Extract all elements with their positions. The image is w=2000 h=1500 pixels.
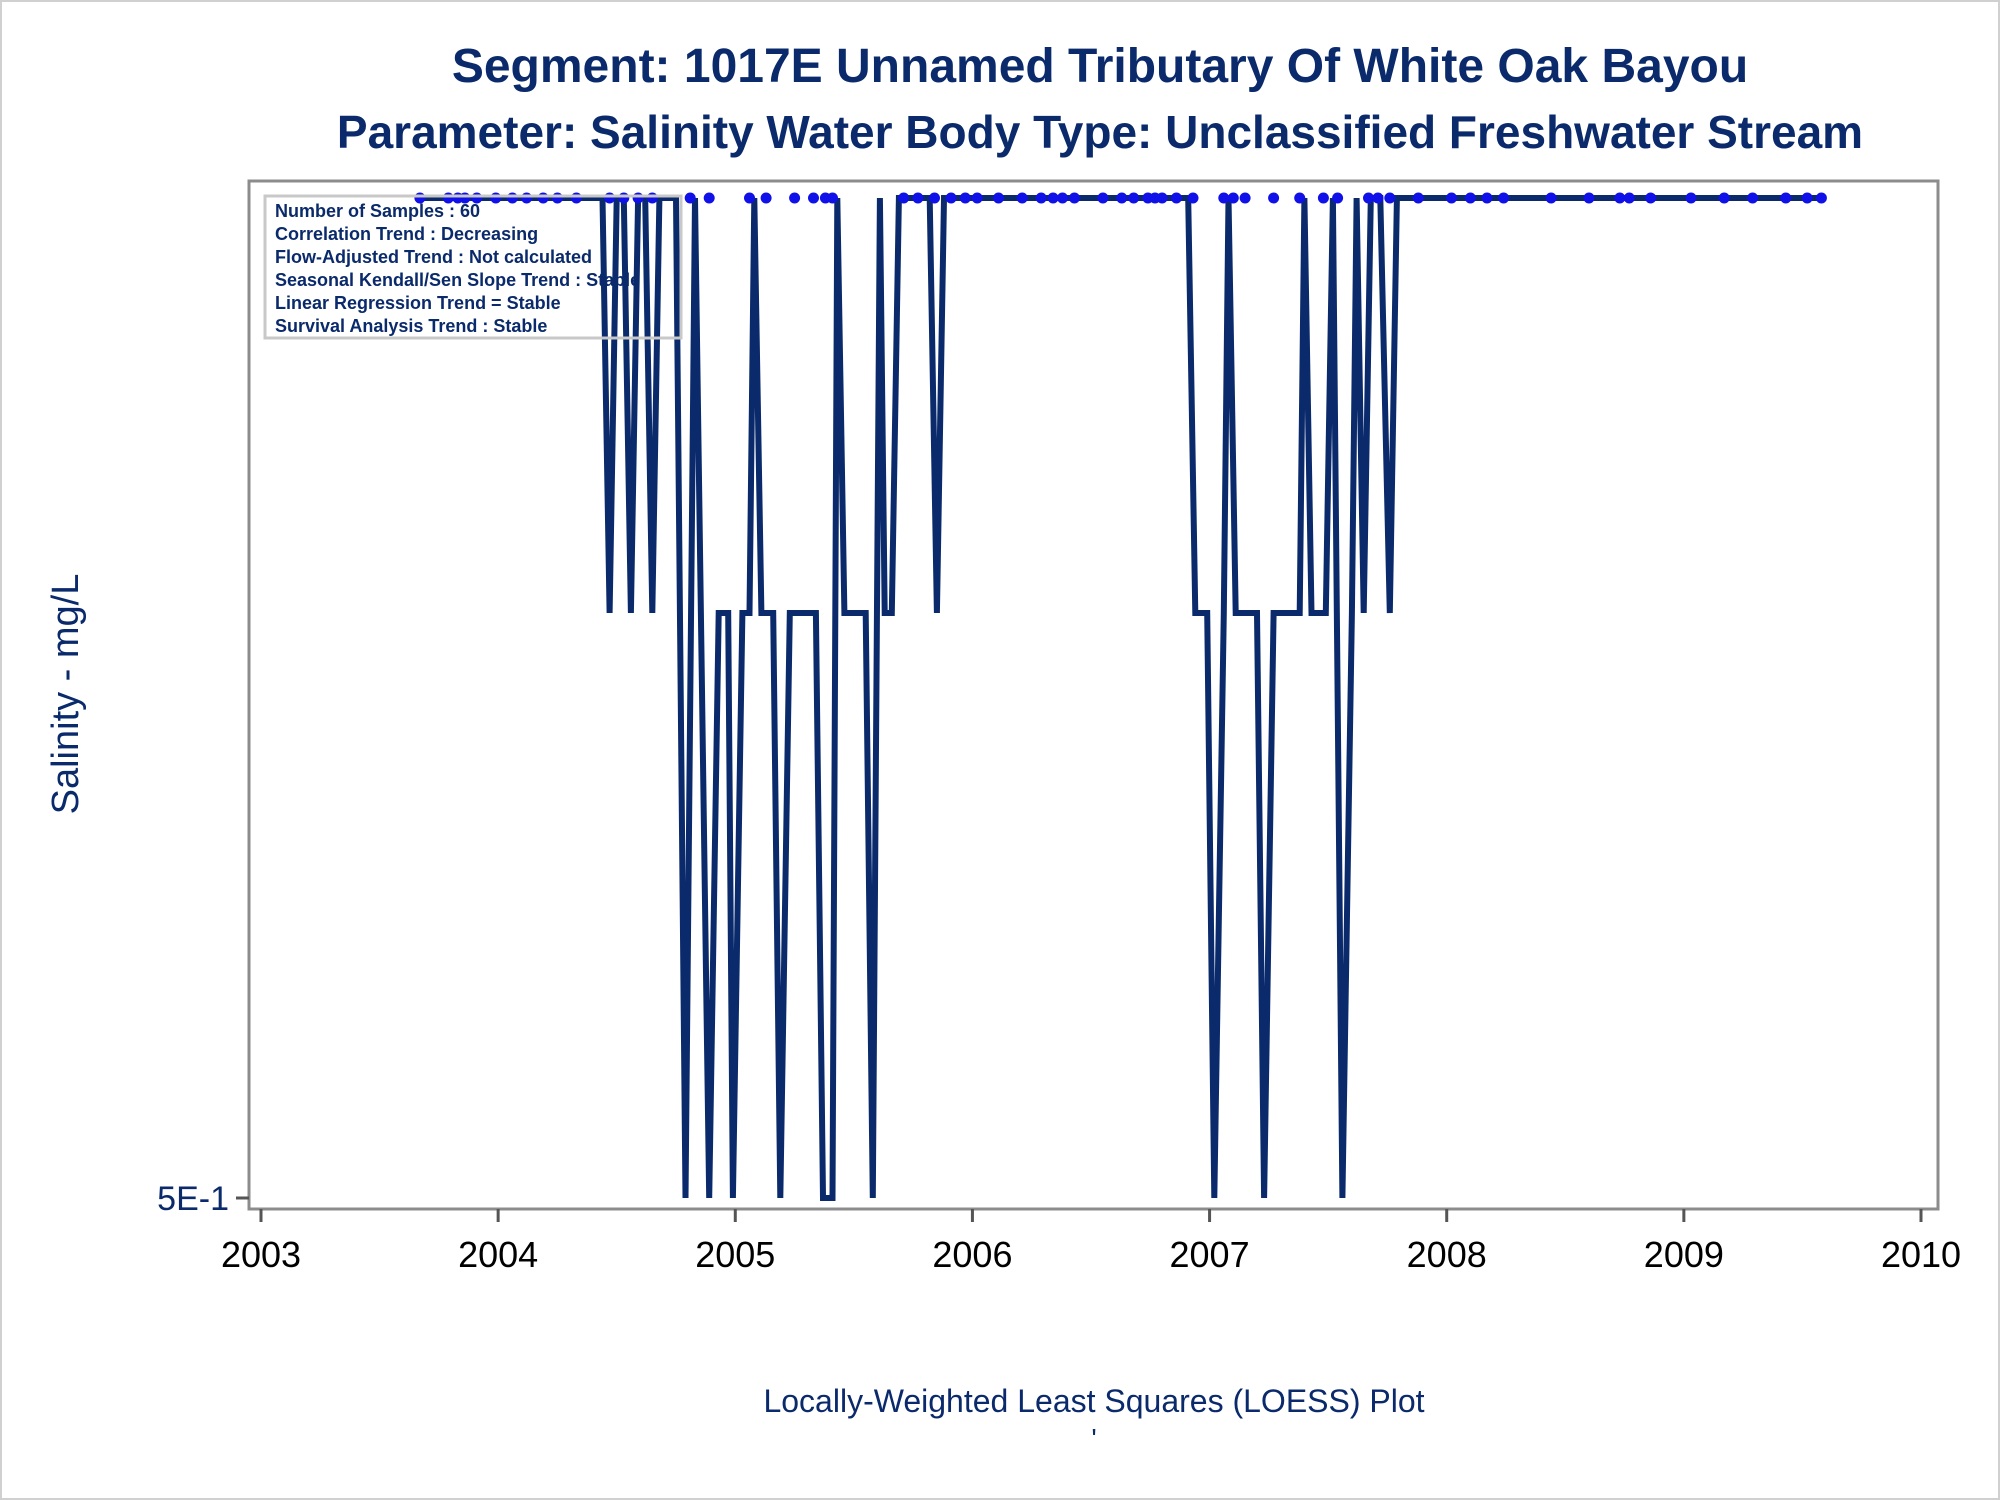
- sample-marker: [1623, 192, 1635, 204]
- sample-marker: [1218, 192, 1230, 204]
- sample-marker: [1446, 192, 1457, 204]
- x-tick-label: 2005: [695, 1234, 775, 1275]
- sample-marker: [1645, 192, 1657, 204]
- sample-marker: [929, 192, 940, 204]
- stat-correlation-trend: Correlation Trend : Decreasing: [275, 224, 538, 244]
- sample-marker: [1068, 192, 1080, 204]
- sample-marker: [1614, 192, 1626, 204]
- stat-linear-regression-trend: Linear Regression Trend = Stable: [275, 293, 561, 313]
- chart-subtitle: Parameter: Salinity Water Body Type: Unc…: [337, 106, 1863, 158]
- y-axis-label: Salinity - mg/L: [45, 574, 87, 815]
- sample-marker: [1047, 192, 1059, 204]
- sample-marker: [506, 192, 518, 204]
- stats-box-border: [263, 194, 683, 340]
- y-axis: 5E-1: [157, 1180, 249, 1218]
- sample-marker: [551, 192, 563, 204]
- sample-markers: [414, 192, 1827, 204]
- stat-survival-analysis-trend: Survival Analysis Trend : Stable: [275, 316, 547, 336]
- sample-marker: [1780, 192, 1792, 204]
- sample-marker: [1498, 192, 1510, 204]
- sample-marker: [959, 192, 971, 204]
- sample-marker: [993, 192, 1004, 204]
- y-tick-label: 5E-1: [157, 1180, 229, 1218]
- sample-marker: [490, 192, 502, 204]
- sample-marker: [1815, 192, 1827, 204]
- sample-marker: [1016, 192, 1028, 204]
- sample-marker: [1685, 192, 1697, 204]
- stat-flow-adjusted-trend: Flow-Adjusted Trend : Not calculated: [275, 247, 592, 267]
- sample-marker: [1718, 192, 1730, 204]
- stat-seasonal-kendall-trend: Seasonal Kendall/Sen Slope Trend : Stabl…: [275, 270, 640, 290]
- sample-marker: [537, 192, 549, 204]
- sample-marker: [1481, 192, 1493, 204]
- series-line-path: [419, 195, 1827, 1201]
- sample-marker: [827, 192, 838, 204]
- footnote: ': [1091, 1423, 1096, 1454]
- stats-box: Number of Samples : 60 Correlation Trend…: [263, 194, 683, 340]
- sample-marker: [1412, 192, 1424, 204]
- sample-marker: [1057, 192, 1068, 204]
- x-tick-label: 2006: [932, 1234, 1012, 1275]
- sample-marker: [1801, 192, 1813, 204]
- sample-marker: [521, 192, 533, 204]
- sample-marker: [703, 192, 715, 204]
- sample-marker: [898, 192, 910, 204]
- chart-title: Segment: 1017E Unnamed Tributary Of Whit…: [452, 40, 1748, 93]
- x-tick-label: 2007: [1170, 1234, 1250, 1275]
- sample-marker: [1294, 192, 1306, 204]
- stat-number-of-samples: Number of Samples : 60: [275, 201, 480, 221]
- x-axis: 2003 2004 2005 2006 2007 2008 2009 2010: [221, 1209, 1961, 1275]
- series-line: [419, 195, 1827, 1201]
- sample-marker: [912, 192, 924, 204]
- sample-marker: [1747, 192, 1759, 204]
- sample-marker: [971, 192, 983, 204]
- x-axis-label: Locally-Weighted Least Squares (LOESS) P…: [763, 1383, 1424, 1419]
- sample-marker: [1239, 192, 1251, 204]
- x-tick-label: 2009: [1644, 1234, 1724, 1275]
- sample-marker: [1227, 192, 1239, 204]
- sample-marker: [1116, 192, 1128, 204]
- x-tick-label: 2008: [1407, 1234, 1487, 1275]
- x-tick-label: 2010: [1881, 1234, 1961, 1275]
- sample-marker: [632, 192, 644, 204]
- sample-marker: [1545, 192, 1557, 204]
- sample-marker: [646, 192, 658, 204]
- sample-marker: [1128, 192, 1140, 204]
- sample-marker: [604, 192, 616, 204]
- sample-marker: [1583, 192, 1595, 204]
- sample-marker: [1187, 192, 1199, 204]
- sample-marker: [1035, 192, 1047, 204]
- plot-area: [247, 179, 1940, 1211]
- sample-marker: [1170, 192, 1182, 204]
- sample-marker: [945, 192, 957, 204]
- sample-marker: [1268, 192, 1280, 204]
- sample-marker: [684, 192, 696, 204]
- sample-marker: [570, 192, 582, 204]
- sample-marker: [808, 192, 819, 204]
- x-tick-label: 2004: [458, 1234, 538, 1275]
- sample-marker: [1317, 192, 1329, 204]
- sample-marker: [1464, 192, 1476, 204]
- sample-marker: [1372, 192, 1384, 204]
- sample-marker: [760, 192, 772, 204]
- x-tick-label: 2003: [221, 1234, 301, 1275]
- sample-marker: [744, 192, 755, 204]
- sample-marker: [789, 192, 801, 204]
- sample-marker: [1156, 192, 1168, 204]
- sample-marker: [1332, 192, 1344, 204]
- sample-marker: [1384, 192, 1396, 204]
- sample-marker: [1097, 192, 1109, 204]
- sample-marker: [1363, 192, 1374, 204]
- sample-marker: [618, 192, 630, 204]
